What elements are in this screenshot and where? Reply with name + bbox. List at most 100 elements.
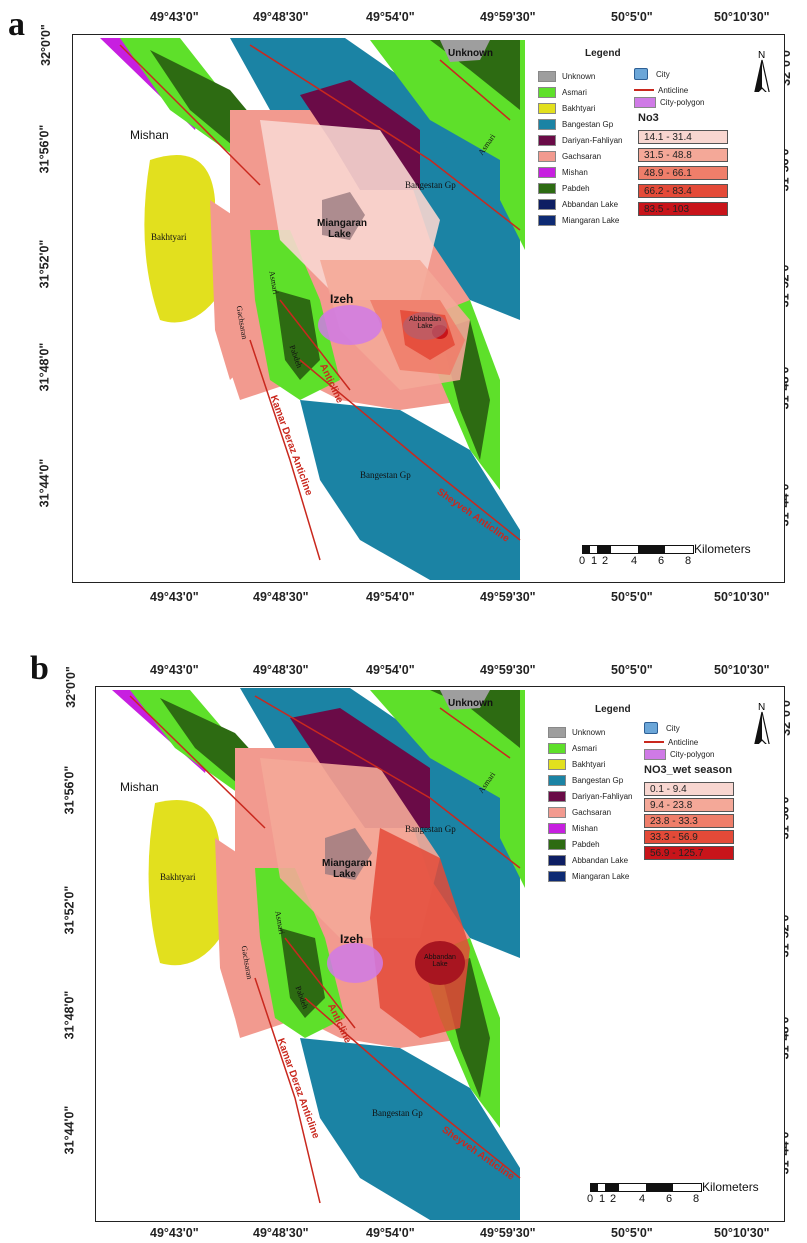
legend-item: Pabdeh (548, 838, 600, 850)
svg-text:N: N (758, 702, 765, 713)
anticline-line (249, 44, 521, 231)
class-item: 23.8 - 33.3 (644, 814, 734, 828)
izeh-map-label: Izeh (340, 932, 364, 946)
bakhtyari-unit (144, 155, 215, 323)
legend-item: Asmari (548, 742, 597, 754)
anticlines (129, 695, 521, 1204)
legend-item: Asmari (538, 86, 587, 98)
izeh-city-polygon (318, 305, 382, 345)
class-item: 0.1 - 9.4 (644, 782, 734, 796)
legend-item: Bangestan Gp (538, 118, 613, 130)
scale-unit: Kilometers (702, 1180, 759, 1194)
class-item: 66.2 - 83.4 (638, 184, 728, 198)
bangestan-map-label: Bangestan Gp (360, 470, 411, 480)
legend-item: Dariyan-Fahliyan (548, 790, 632, 802)
class-item: 83.5 - 103 (638, 202, 728, 216)
miangaran-map-label: Miangaran Lake (322, 858, 373, 880)
legend-item: Abbandan Lake (538, 198, 618, 210)
legend-city: City (634, 68, 670, 80)
class-item: 14.1 - 31.4 (638, 130, 728, 144)
scale-tick: 4 (631, 555, 638, 567)
anticline-line-icon (634, 89, 654, 91)
unknown-map-label: Unknown (448, 48, 493, 59)
bottom-coord-label: 49°54'0" (366, 1226, 415, 1240)
city-polygon (327, 943, 383, 983)
abbandan-lake-shape (403, 312, 447, 340)
top-coord-label: 49°48'30" (253, 10, 309, 24)
bakhtyari-map-label: Bakhtyari (160, 872, 196, 882)
scale-tick: 1 (599, 1193, 606, 1205)
lakes (325, 828, 372, 880)
abbandan-map-label: Abbandan Lake (409, 316, 441, 330)
bangestan-inner-unit (430, 758, 500, 838)
bottom-coord-label: 50°5'0" (611, 1226, 653, 1240)
map-panel-b: b 49°43'0" 49°48'30" 49°54'0" 49°59'30" … (0, 628, 807, 1243)
pabdeh-ne-unit (430, 690, 520, 748)
legend-item: Mishan (538, 166, 588, 178)
city-icon (634, 68, 648, 80)
geology-map (112, 688, 525, 1220)
legend-item: Dariyan-Fahliyan (538, 134, 622, 146)
city-polygon (318, 305, 382, 345)
classes-title: NO3_wet season (644, 764, 733, 776)
legend-item: Bangestan Gp (548, 774, 623, 786)
legend-item: Gachsaran (548, 806, 611, 818)
bangestan-south-unit (300, 1038, 520, 1220)
scale-unit: Kilometers (694, 542, 751, 556)
bangestan-south-unit (300, 400, 520, 580)
top-coord-label: 49°54'0" (366, 663, 415, 677)
geology-units (100, 38, 525, 580)
asmari-ne-unit (370, 40, 525, 250)
lakes (322, 192, 447, 340)
class-item: 56.9 - 125.7 (644, 846, 734, 860)
bottom-coord-label: 49°43'0" (150, 590, 199, 604)
miangaran-lake-shape (322, 192, 365, 240)
classes-title: No3 (638, 112, 659, 124)
anticline-line (279, 299, 351, 391)
anticline-line (249, 339, 321, 561)
top-coord-label: 49°59'30" (480, 663, 536, 677)
top-coord-label: 49°43'0" (150, 663, 199, 677)
geology-map (100, 38, 525, 580)
bottom-coord-label: 50°5'0" (611, 590, 653, 604)
bottom-coord-label: 49°59'30" (480, 590, 536, 604)
scale-tick: 8 (693, 1193, 700, 1205)
anticline-line (129, 695, 266, 829)
anticline-line (439, 707, 511, 759)
izeh-map-label: Izeh (330, 292, 354, 306)
legend-city-polygon: City-polygon (644, 748, 714, 760)
legend-item: Bakhtyari (548, 758, 605, 770)
mishan-map-label: Mishan (120, 780, 159, 794)
bottom-coord-label: 49°48'30" (253, 1226, 309, 1240)
anticlines (119, 44, 521, 561)
anticline-line (119, 44, 261, 186)
asmari-ne-unit (370, 690, 525, 888)
scale-tick: 2 (610, 1193, 617, 1205)
bottom-coord-label: 49°54'0" (366, 590, 415, 604)
gachsaran-west-unit (210, 200, 250, 380)
legend-item: Abbandan Lake (548, 854, 628, 866)
bakhtyari-unit (148, 800, 220, 966)
legend-anticline: Anticline (644, 736, 698, 748)
anticline-line (254, 695, 521, 869)
scale-tick: 0 (579, 555, 586, 567)
bakhtyari-map-label: Bakhtyari (151, 232, 187, 242)
legend-item: Gachsaran (538, 150, 601, 162)
bottom-coord-label: 49°48'30" (253, 590, 309, 604)
scale-bar: Kilometers 0 1 2 4 6 8 (579, 542, 751, 575)
svg-text:N: N (758, 50, 765, 61)
legend-title: Legend (595, 704, 631, 715)
anticline-line (299, 359, 521, 541)
scale-tick: 1 (591, 555, 598, 567)
north-arrow-icon: N (754, 50, 770, 92)
izeh-city-polygon (327, 943, 383, 983)
panel-label: b (30, 650, 49, 687)
bangestan-map-label: Bangestan Gp (405, 824, 456, 834)
map-panel-a: a 49°43'0" 49°48'30" 49°54'0" 49°59'30" … (0, 0, 807, 612)
anticline-line (304, 997, 521, 1179)
legend-item: Unknown (538, 70, 595, 82)
pabdeh-ne-unit (430, 40, 520, 110)
north-arrow-icon: N (754, 702, 770, 744)
top-coord-label: 50°10'30" (714, 663, 770, 677)
bottom-coord-label: 50°10'30" (714, 1226, 770, 1240)
